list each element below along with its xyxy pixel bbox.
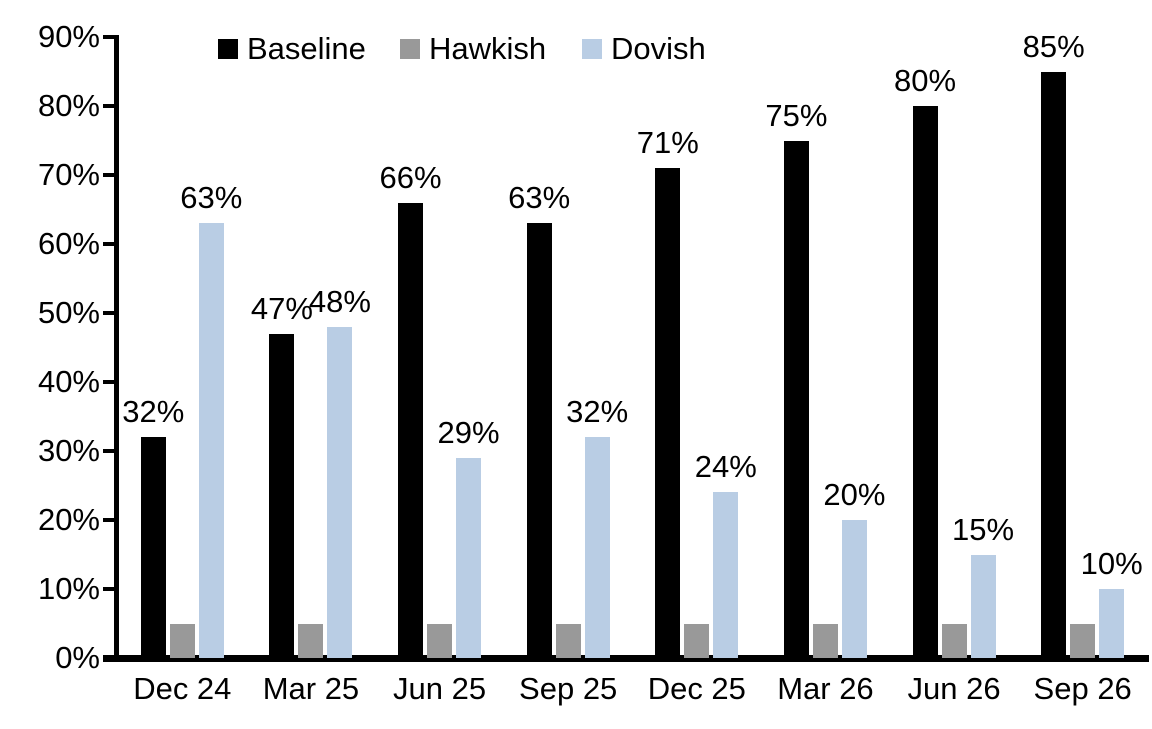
- bar-value-label: 24%: [694, 449, 757, 485]
- bar-value-label: 63%: [508, 180, 571, 216]
- bar-value-label: 47%: [250, 290, 313, 326]
- y-axis-tick-label: 30%: [37, 433, 100, 468]
- y-axis-tick-label: 50%: [37, 295, 100, 330]
- bar-baseline-sep-25: [526, 223, 552, 658]
- bar-hawkish-sep-25: [555, 623, 581, 658]
- bar-hawkish-dec-24: [169, 623, 195, 658]
- y-axis-tick: [103, 35, 119, 39]
- bar-hawkish-dec-25: [684, 623, 710, 658]
- bar-hawkish-mar-26: [812, 623, 838, 658]
- y-axis-tick-label: 90%: [37, 19, 100, 54]
- y-axis-tick: [103, 242, 119, 246]
- x-axis-line: [103, 655, 1149, 662]
- y-axis-tick: [103, 518, 119, 522]
- bar-value-label: 29%: [437, 414, 500, 450]
- bar-value-label: 32%: [566, 394, 629, 430]
- bar-dovish-sep-26: [1099, 589, 1125, 658]
- legend-swatch-hawkish: [400, 39, 420, 59]
- legend-entry-baseline: Baseline: [218, 31, 366, 67]
- x-axis-tick-label: Jun 25: [393, 671, 487, 706]
- y-axis-tick-label: 80%: [37, 88, 100, 123]
- x-axis-tick-label: Dec 25: [647, 671, 746, 706]
- y-axis-tick-label: 0%: [55, 640, 100, 675]
- bar-baseline-mar-26: [783, 140, 809, 658]
- y-axis-tick-label: 40%: [37, 364, 100, 399]
- bar-value-label: 85%: [1022, 28, 1085, 64]
- bar-hawkish-sep-26: [1070, 623, 1096, 658]
- bar-baseline-dec-25: [655, 168, 681, 658]
- bar-value-label: 20%: [823, 477, 886, 512]
- bar-baseline-sep-26: [1041, 71, 1067, 658]
- y-axis-tick-label: 20%: [37, 502, 100, 537]
- bar-dovish-mar-26: [841, 520, 867, 658]
- bar-dovish-sep-25: [584, 437, 610, 658]
- bar-value-label: 71%: [636, 125, 699, 161]
- y-axis-tick-label: 10%: [37, 571, 100, 606]
- y-axis-tick: [103, 587, 119, 591]
- y-axis-tick: [103, 656, 119, 660]
- y-axis-tick: [103, 173, 119, 177]
- y-axis-tick: [103, 311, 119, 315]
- bar-hawkish-jun-26: [941, 623, 967, 658]
- legend-entry-dovish: Dovish: [582, 31, 706, 67]
- legend-label-hawkish: Hawkish: [429, 31, 547, 66]
- x-axis-tick-label: Sep 26: [1033, 671, 1132, 706]
- bar-dovish-mar-25: [327, 326, 353, 658]
- bar-baseline-jun-26: [912, 106, 938, 658]
- bar-value-label: 66%: [379, 159, 442, 195]
- legend-swatch-baseline: [218, 39, 238, 59]
- bar-baseline-mar-25: [269, 333, 295, 658]
- legend-label-baseline: Baseline: [247, 31, 366, 66]
- x-axis-tick-label: Jun 26: [907, 671, 1001, 706]
- y-axis-tick-label: 60%: [37, 226, 100, 261]
- bar-baseline-jun-25: [398, 202, 424, 658]
- bar-dovish-jun-26: [970, 554, 996, 658]
- bar-dovish-dec-24: [198, 223, 224, 658]
- bar-dovish-dec-25: [713, 492, 739, 658]
- bar-value-label: 63%: [180, 180, 243, 216]
- bar-hawkish-mar-25: [298, 623, 324, 658]
- x-axis-tick-label: Mar 26: [777, 671, 874, 706]
- bar-value-label: 10%: [1080, 546, 1143, 581]
- legend-label-dovish: Dovish: [611, 31, 706, 66]
- bar-value-label: 48%: [308, 283, 371, 319]
- bar-dovish-jun-25: [456, 457, 482, 658]
- legend: Baseline Hawkish Dovish: [0, 31, 1152, 71]
- bar-value-label: 80%: [894, 63, 957, 98]
- y-axis-tick-label: 70%: [37, 157, 100, 192]
- x-axis-tick-label: Mar 25: [262, 671, 360, 706]
- y-axis-tick: [103, 104, 119, 108]
- bar-value-label: 15%: [952, 511, 1015, 547]
- bar-value-label: 32%: [122, 394, 185, 430]
- bar-value-label: 75%: [765, 97, 828, 133]
- bar-hawkish-jun-25: [427, 623, 453, 658]
- y-axis-tick: [103, 380, 119, 384]
- bar-baseline-dec-24: [140, 437, 166, 658]
- legend-swatch-dovish: [582, 39, 602, 59]
- x-axis-tick-label: Dec 24: [133, 671, 232, 706]
- y-axis-line: [114, 35, 119, 662]
- y-axis-tick: [103, 449, 119, 453]
- x-axis-tick-label: Sep 25: [519, 671, 618, 706]
- legend-entry-hawkish: Hawkish: [400, 31, 546, 67]
